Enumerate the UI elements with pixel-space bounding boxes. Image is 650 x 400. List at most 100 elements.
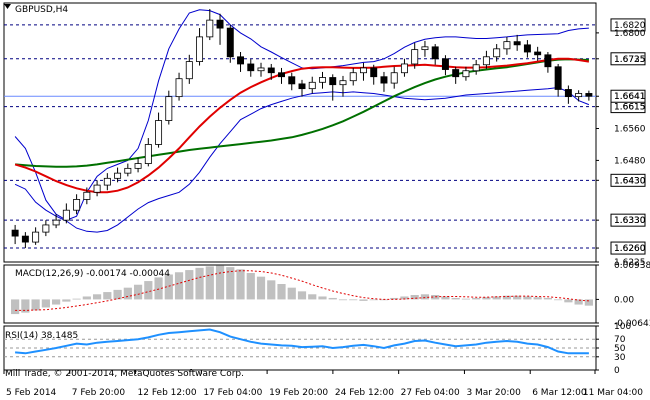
- level-label: 1.6260: [614, 244, 646, 254]
- candle-body: [390, 72, 398, 84]
- ma-green-line: [15, 58, 589, 168]
- candle-body: [124, 167, 132, 174]
- macd-bar: [195, 267, 204, 300]
- macd-bar: [246, 272, 255, 300]
- macd-axis-label: -0.00643: [614, 319, 650, 329]
- macd-bar: [513, 295, 522, 300]
- macd-bar: [41, 299, 50, 308]
- macd-bar: [492, 296, 501, 300]
- macd-bar: [308, 294, 317, 300]
- candle-body: [83, 191, 91, 200]
- price-axis-label: 1.6260: [614, 244, 646, 254]
- macd-bar: [62, 299, 71, 302]
- level-label-box: [610, 173, 646, 187]
- time-axis-label: 12 Feb 12:00: [138, 388, 197, 398]
- macd-bar: [205, 266, 214, 300]
- time-axis-label: 7 Feb 20:00: [72, 388, 126, 398]
- price-axis-label: 1.6430: [614, 176, 646, 186]
- candles: [11, 8, 593, 249]
- macd-bar: [338, 299, 348, 301]
- rsi-label: RSI(14) 38.1485: [5, 331, 78, 341]
- price-axis-label: 1.6725: [614, 55, 646, 65]
- candle-body: [400, 63, 408, 74]
- macd-bar: [431, 295, 440, 300]
- candle-body: [298, 83, 306, 90]
- macd-bar: [164, 274, 173, 300]
- macd-signal-line: [15, 270, 589, 311]
- moving-averages: [14, 57, 590, 194]
- level-label-box: [610, 241, 646, 255]
- macd-bar: [297, 291, 307, 300]
- macd-bar: [277, 284, 286, 300]
- candle-body: [73, 199, 81, 211]
- candle-body: [11, 229, 19, 237]
- macd-bar: [123, 287, 132, 300]
- macd-panel: 0.00938 0.00 -0.00643: [11, 261, 650, 329]
- rsi-line: [15, 328, 589, 355]
- price-axis-label: 1.6800: [614, 29, 646, 39]
- macd-bar: [154, 277, 163, 300]
- candle-body: [134, 163, 142, 169]
- candle-body: [308, 81, 316, 90]
- macd-bar: [472, 297, 481, 300]
- dropdown-triangle-icon[interactable]: [4, 4, 11, 9]
- macd-bar: [502, 295, 512, 300]
- macd-bar: [72, 298, 81, 300]
- candle-body: [21, 235, 29, 243]
- macd-panel-frame: [3, 264, 597, 324]
- candle-body: [185, 61, 193, 80]
- level-label-box: [610, 18, 646, 32]
- time-axis-label: 27 Feb 04:00: [401, 388, 460, 398]
- current-price-label: 1.6641: [614, 92, 646, 102]
- candle-body: [42, 224, 50, 233]
- candle-body: [349, 72, 357, 82]
- candle-body: [226, 27, 234, 58]
- candle-body: [319, 77, 326, 83]
- candle-body: [441, 58, 449, 70]
- candle-body: [329, 77, 337, 86]
- candle-body: [585, 93, 593, 97]
- candle-body: [370, 67, 378, 78]
- macd-bar: [174, 272, 184, 300]
- price-axis-label: 1.6330: [614, 216, 646, 226]
- price-axis-label: 1.6480: [614, 156, 646, 166]
- macd-bar: [543, 297, 552, 300]
- ma-red-line: [14, 57, 590, 194]
- candle-body: [62, 209, 70, 221]
- candle-body: [493, 48, 501, 58]
- macd-bar: [103, 292, 112, 300]
- candle-body: [503, 41, 511, 50]
- macd-bar: [523, 296, 532, 300]
- macd-bar: [226, 267, 235, 300]
- candle-body: [144, 144, 152, 164]
- rsi-axis-label: 30: [614, 353, 626, 363]
- candle-body: [564, 89, 572, 98]
- macd-bar: [451, 297, 460, 300]
- price-panel-frame: [3, 2, 597, 263]
- candle-body: [206, 19, 214, 38]
- macd-bar: [11, 299, 20, 315]
- macd-bar: [400, 296, 409, 300]
- candle-body: [288, 76, 296, 85]
- candle-body: [513, 41, 521, 46]
- macd-bar: [584, 299, 593, 306]
- candle-body: [103, 177, 111, 186]
- candle-body: [247, 63, 255, 72]
- candle-body: [114, 172, 122, 179]
- macd-bar: [574, 299, 583, 305]
- rsi-axis-label: 100: [614, 322, 631, 332]
- copyright-text: Mill Trade, © 2001-2014, MetaQuotes Soft…: [5, 369, 244, 379]
- candle-body: [165, 96, 173, 121]
- rsi-axis-label: 0: [614, 366, 620, 376]
- macd-bar: [390, 297, 399, 300]
- candle-body: [278, 72, 285, 78]
- candle-body: [523, 44, 531, 53]
- candle-body: [175, 78, 183, 98]
- candle-body: [359, 67, 367, 74]
- candle-body: [52, 219, 60, 226]
- candle-body: [482, 56, 490, 66]
- macd-bar: [215, 265, 225, 300]
